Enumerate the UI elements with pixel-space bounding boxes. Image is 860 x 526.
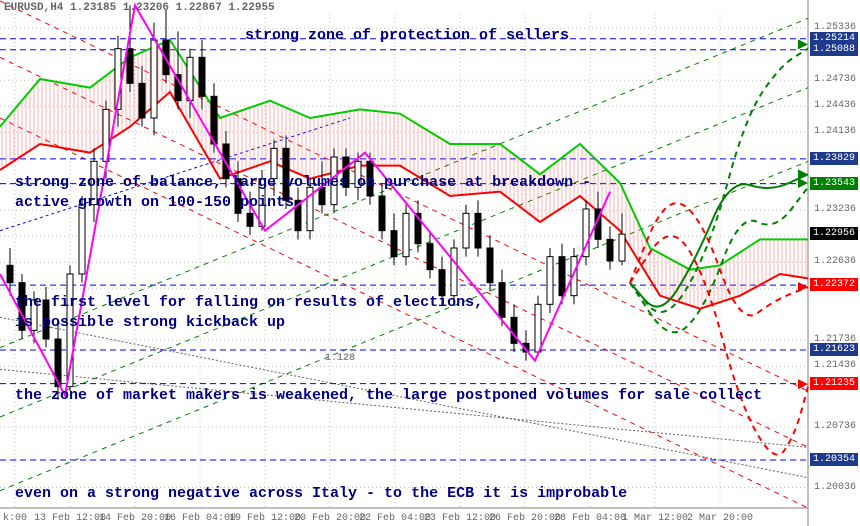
x-axis-label: 14 Feb 20:00: [99, 513, 171, 524]
y-axis-label: 1.24736: [812, 74, 858, 85]
x-axis-label: 19 Feb 12:00: [229, 513, 301, 524]
x-axis-label: 1 Mar 12:00: [622, 513, 688, 524]
y-axis-level: 1.20354: [810, 453, 858, 466]
x-axis-label: 2 Mar 20:00: [687, 513, 753, 524]
y-axis-level: 1.21623: [810, 343, 858, 356]
x-axis-label: 13 Feb 12:00: [34, 513, 106, 524]
chart-annotation: the first level for falling on results o…: [15, 293, 483, 332]
chart-annotation: even on a strong negative across Italy -…: [15, 484, 627, 504]
chart-annotation: the zone of market makers is weakened, t…: [15, 386, 762, 406]
x-axis-label: 16 Feb 04:00: [164, 513, 236, 524]
y-axis-label: 1.24136: [812, 126, 858, 137]
y-axis-label: 1.22636: [812, 256, 858, 267]
x-axis-label: 20 Feb 20:00: [294, 513, 366, 524]
y-axis-level: 1.23829: [810, 152, 858, 165]
y-axis-label: 1.20736: [812, 421, 858, 432]
y-axis-label: 1.21436: [812, 360, 858, 371]
y-axis-level: 1.21235: [810, 377, 858, 390]
x-axis-label: 22 Feb 04:00: [359, 513, 431, 524]
y-axis-level: 1.23543: [810, 177, 858, 190]
x-axis-label: k:00: [3, 513, 27, 524]
x-axis-label: 23 Feb 12:00: [424, 513, 496, 524]
x-axis-label: 28 Feb 04:00: [554, 513, 626, 524]
chart-annotation: strong zone of protection of sellers: [245, 26, 569, 46]
chart-annotation: strong zone of balance, large volumes on…: [15, 173, 591, 212]
chart-title: EURUSD,H4 1.23185 1.23206 1.22867 1.2295…: [4, 2, 275, 14]
y-axis-level: 1.22956: [810, 227, 858, 240]
y-axis-level: 1.22372: [810, 278, 858, 291]
price-chart: [0, 0, 860, 526]
y-axis-label: 1.20036: [812, 482, 858, 493]
y-axis-label: 1.23236: [812, 204, 858, 215]
chart-annotation: 1.128: [325, 352, 355, 365]
x-axis-label: 26 Feb 20:00: [489, 513, 561, 524]
y-axis-level: 1.25088: [810, 43, 858, 56]
y-axis-label: 1.24436: [812, 100, 858, 111]
